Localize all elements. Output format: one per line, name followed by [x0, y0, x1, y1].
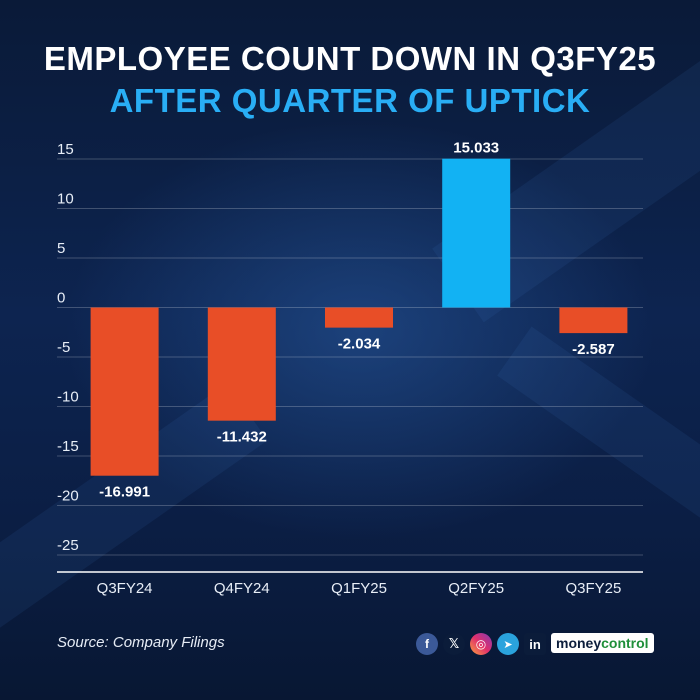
instagram-icon[interactable]: ◎ — [470, 633, 492, 655]
x-tick-label: Q2FY25 — [448, 580, 504, 597]
linkedin-icon[interactable]: in — [524, 633, 546, 655]
y-tick-label: -10 — [57, 389, 79, 406]
bar — [207, 307, 276, 421]
data-label: -16.991 — [99, 484, 150, 501]
brand-logo-part: control — [601, 635, 649, 651]
y-tick-label: 15 — [57, 141, 74, 158]
y-tick-label: -25 — [57, 537, 79, 554]
x-tick-label: Q3FY25 — [565, 580, 621, 597]
chart-title: EMPLOYEE COUNT DOWN IN Q3FY25 — [43, 40, 657, 77]
bar — [559, 307, 628, 334]
bar — [90, 307, 159, 476]
x-icon[interactable]: 𝕏 — [443, 633, 465, 655]
chart-subtitle: AFTER QUARTER OF UPTICK — [109, 82, 591, 119]
x-tick-label: Q4FY24 — [214, 580, 270, 597]
data-label: -2.587 — [572, 341, 615, 358]
facebook-icon[interactable]: f — [416, 633, 438, 655]
x-tick-label: Q3FY24 — [97, 580, 153, 597]
brand-logo: money control — [551, 633, 654, 653]
bar — [442, 158, 511, 308]
brand-logo-part: money — [556, 635, 602, 651]
data-label: -2.034 — [338, 336, 381, 353]
source-note: Source: Company Filings — [57, 634, 225, 651]
y-tick-label: 10 — [57, 191, 74, 208]
data-label: 15.033 — [453, 140, 499, 157]
y-tick-label: -20 — [57, 488, 79, 505]
y-tick-label: 0 — [57, 290, 65, 307]
y-tick-label: -5 — [57, 339, 70, 356]
y-tick-label: -15 — [57, 438, 79, 455]
telegram-icon[interactable]: ➤ — [497, 633, 519, 655]
bar — [325, 307, 393, 328]
x-tick-label: Q1FY25 — [331, 580, 387, 597]
data-label: -11.432 — [217, 429, 267, 446]
y-tick-label: 5 — [57, 240, 65, 257]
